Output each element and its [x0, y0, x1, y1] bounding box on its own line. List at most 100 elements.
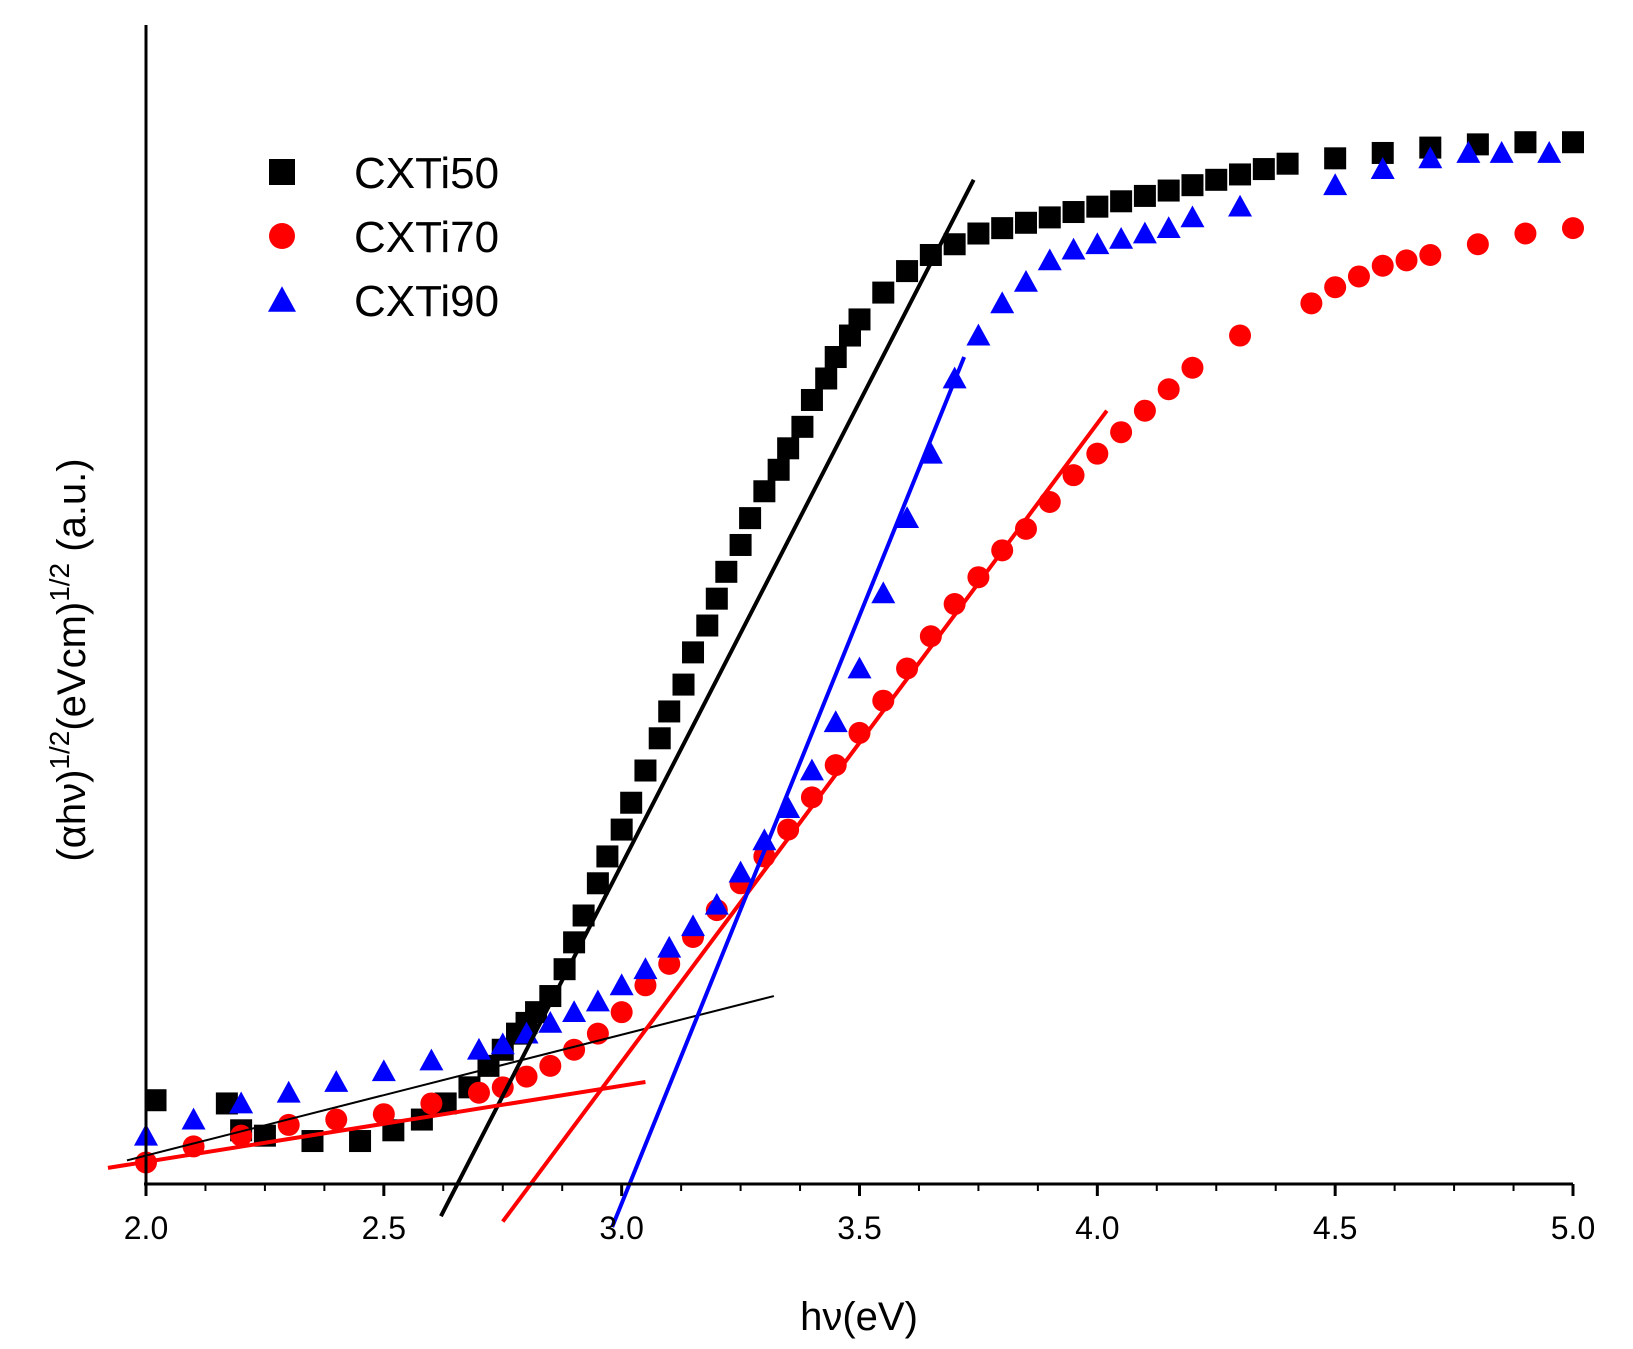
data-point	[1157, 179, 1180, 202]
data-point	[609, 973, 634, 996]
data-point	[1371, 141, 1394, 164]
legend-label: CXTi90	[354, 277, 499, 326]
x-tick-label: 3.0	[599, 1210, 643, 1246]
data-point	[871, 581, 896, 604]
data-point	[539, 1054, 562, 1077]
data-point	[1013, 269, 1038, 292]
data-point	[1324, 147, 1347, 170]
fit-line-CXTi70	[107, 1079, 646, 1170]
data-point	[1229, 324, 1252, 347]
data-point	[181, 1107, 206, 1130]
series-CXTi70	[135, 217, 1584, 1174]
data-point	[633, 957, 658, 980]
legend-label: CXTi70	[354, 213, 499, 262]
data-point	[1038, 491, 1061, 514]
data-point	[1514, 222, 1537, 245]
data-point	[596, 845, 619, 868]
y-axis-title-part-2: (eVcm)	[50, 602, 94, 731]
y-axis-title-part-3: (a.u.)	[50, 458, 94, 562]
data-point	[466, 1037, 491, 1060]
data-point	[562, 1000, 587, 1023]
data-point	[648, 727, 671, 750]
data-point	[1132, 221, 1157, 244]
axes	[144, 25, 1573, 1186]
data-point	[728, 860, 753, 883]
data-point	[1110, 190, 1133, 213]
legend-item: CXTi50	[269, 149, 499, 198]
data-point	[1157, 378, 1180, 401]
data-point	[1395, 249, 1418, 272]
data-point	[791, 415, 814, 438]
legend-marker	[268, 286, 296, 312]
data-point	[634, 974, 657, 997]
data-point	[777, 818, 800, 841]
data-point	[715, 560, 738, 583]
data-point	[610, 1001, 633, 1024]
data-point	[1370, 157, 1395, 179]
data-point	[800, 786, 823, 809]
data-point	[1562, 131, 1584, 154]
data-point	[815, 367, 838, 390]
data-point	[420, 1092, 443, 1115]
data-point	[419, 1048, 444, 1071]
data-point	[371, 1059, 396, 1082]
data-point	[704, 892, 729, 915]
data-point	[1466, 233, 1489, 256]
data-point	[1156, 216, 1181, 239]
x-tick-label: 4.0	[1075, 1210, 1119, 1246]
data-point	[658, 700, 681, 723]
data-point	[1038, 206, 1061, 229]
legend-marker	[269, 159, 295, 185]
x-ticks: 2.0 2.5 3.0 3.5 4.0 4.5 5.0	[124, 1184, 1595, 1246]
data-point	[1276, 152, 1299, 175]
data-point	[967, 566, 990, 589]
data-point	[681, 914, 706, 937]
data-point	[229, 1091, 254, 1114]
data-markers	[134, 131, 1584, 1174]
data-point	[277, 1113, 300, 1136]
data-point	[847, 656, 872, 679]
legend-item: CXTi70	[269, 213, 499, 262]
data-point	[753, 480, 776, 503]
y-axis-title: (αhν)1/2(eVcm)1/2 (a.u.)	[44, 458, 94, 861]
data-point	[1086, 442, 1109, 465]
data-point	[467, 1081, 490, 1104]
data-point	[1323, 173, 1348, 196]
data-point	[824, 754, 847, 777]
x-tick-label: 2.0	[124, 1210, 168, 1246]
data-point	[349, 1130, 372, 1153]
data-point	[1062, 201, 1085, 224]
data-point	[1181, 174, 1204, 197]
data-point	[776, 796, 801, 818]
data-point	[586, 872, 609, 895]
data-point	[1228, 194, 1253, 217]
data-point	[1252, 158, 1275, 181]
data-point	[1300, 292, 1323, 315]
y-axis-title-part-1: (αhν)	[50, 770, 94, 862]
x-tick-label: 2.5	[362, 1210, 406, 1246]
data-point	[705, 587, 728, 610]
data-point	[767, 458, 790, 481]
data-point	[1085, 232, 1110, 255]
data-point	[1181, 356, 1204, 379]
data-point	[1489, 141, 1514, 163]
data-point	[585, 989, 610, 1012]
data-point	[324, 1070, 349, 1092]
y-axis-title-sup-1: 1/2	[44, 731, 75, 770]
data-point	[515, 1065, 538, 1088]
data-point	[966, 323, 991, 346]
data-point	[1014, 211, 1037, 234]
data-point	[1109, 226, 1134, 249]
data-point	[872, 281, 895, 304]
data-point	[1371, 254, 1394, 277]
data-point	[1205, 168, 1228, 191]
data-point	[1347, 265, 1370, 288]
data-point	[1562, 217, 1584, 240]
data-point	[991, 217, 1014, 240]
data-point	[1133, 399, 1156, 422]
data-point	[572, 904, 595, 927]
data-point	[634, 759, 657, 782]
data-point	[657, 935, 682, 958]
data-point	[943, 233, 966, 256]
